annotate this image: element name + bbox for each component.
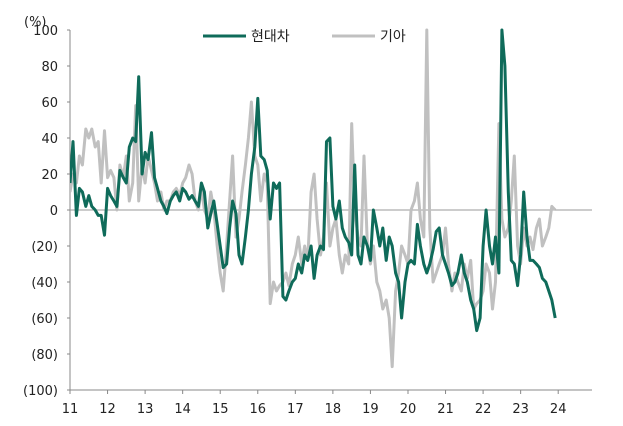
y-tick-label: 40 xyxy=(41,132,58,147)
x-tick-label: 19 xyxy=(362,402,379,417)
y-tick-label: (60) xyxy=(31,312,58,327)
series-line-kia xyxy=(70,28,557,369)
y-tick-label: 20 xyxy=(41,168,58,183)
y-tick-label: (20) xyxy=(31,240,58,255)
legend-label-hyundai: 현대차 xyxy=(251,29,290,45)
y-axis-ticks: 100 80 60 40 20 0 (20) (40) (60) (80) (100) xyxy=(23,24,70,399)
y-tick-label: 0 xyxy=(50,204,58,219)
legend-label-kia: 기아 xyxy=(380,29,406,45)
y-tick-label: 60 xyxy=(41,96,58,111)
x-axis-ticks: 11 12 13 14 15 16 17 18 19 20 21 22 23 24 xyxy=(62,390,567,417)
x-tick-label: 17 xyxy=(287,402,304,417)
x-tick-label: 18 xyxy=(325,402,342,417)
legend: 현대차 기아 xyxy=(203,29,406,45)
x-tick-label: 23 xyxy=(512,402,529,417)
x-tick-label: 11 xyxy=(62,402,79,417)
x-tick-label: 22 xyxy=(475,402,492,417)
x-tick-label: 16 xyxy=(249,402,266,417)
y-tick-label: (40) xyxy=(31,276,58,291)
y-tick-label: (80) xyxy=(31,348,58,363)
y-tick-label: 80 xyxy=(41,60,58,75)
x-tick-label: 12 xyxy=(99,402,116,417)
x-tick-label: 15 xyxy=(212,402,229,417)
x-tick-label: 20 xyxy=(400,402,417,417)
y-tick-label: 100 xyxy=(33,24,58,39)
x-tick-label: 24 xyxy=(550,402,567,417)
y-axis-unit-label: (%) xyxy=(24,15,47,30)
y-tick-label: (100) xyxy=(23,384,58,399)
x-tick-label: 21 xyxy=(437,402,454,417)
series-line-hyundai xyxy=(70,28,557,333)
series-layer xyxy=(70,28,557,369)
x-tick-label: 14 xyxy=(174,402,191,417)
x-tick-label: 13 xyxy=(137,402,154,417)
